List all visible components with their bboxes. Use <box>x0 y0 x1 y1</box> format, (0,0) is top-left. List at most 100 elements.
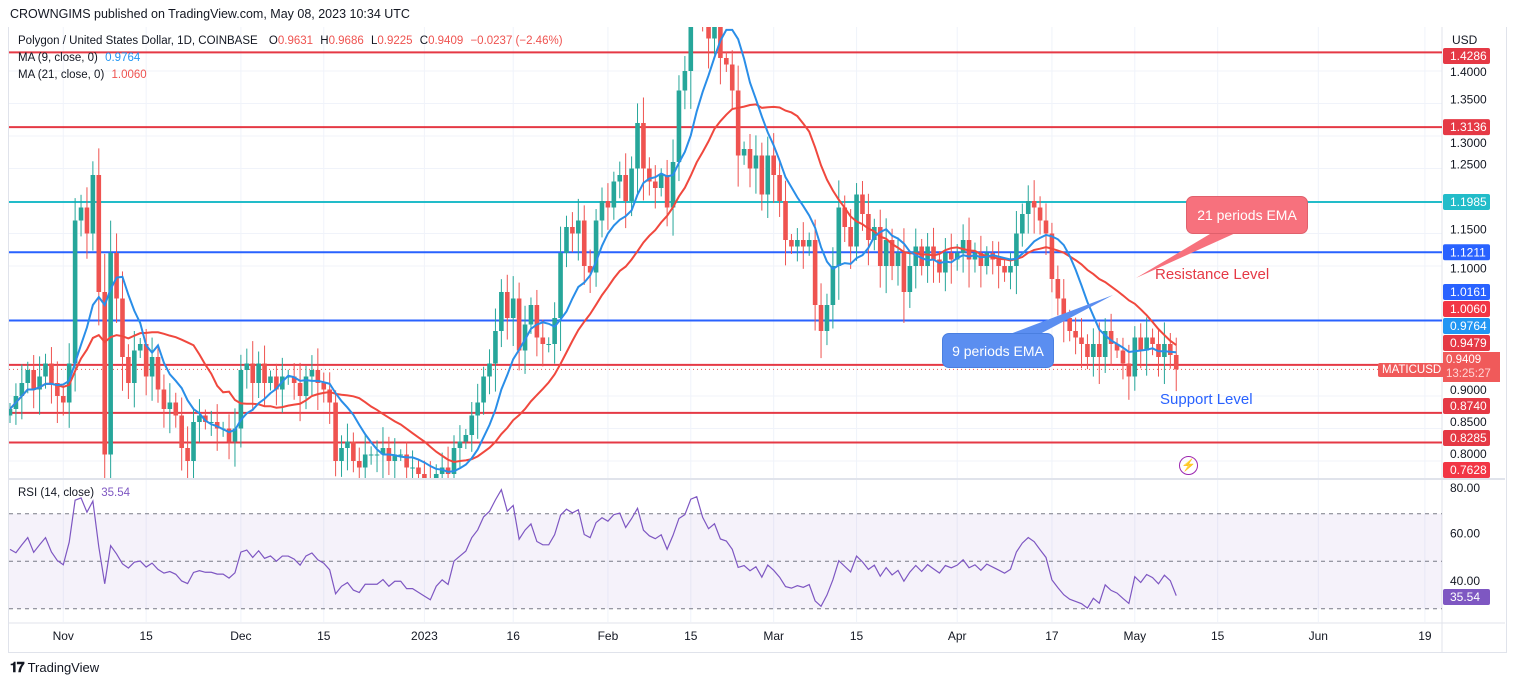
time-tick: Dec <box>230 629 251 643</box>
candle <box>806 232 812 256</box>
candle-body <box>31 370 36 390</box>
rsi-pane <box>9 488 1442 610</box>
time-tick: 16 <box>507 629 521 643</box>
candle <box>576 198 581 261</box>
ema9-callout[interactable]: 9 periods EMA <box>942 333 1054 368</box>
candle-body <box>392 454 398 461</box>
candle-body <box>1168 344 1173 355</box>
candle <box>670 139 676 236</box>
ema21-callout[interactable]: 21 periods EMA <box>1186 196 1308 234</box>
candle <box>611 171 617 220</box>
candle-body <box>445 467 451 474</box>
candle-body <box>250 363 256 383</box>
candle-body <box>238 370 244 429</box>
candle-body <box>664 175 670 208</box>
candle <box>818 283 824 359</box>
candle-body <box>771 155 776 175</box>
close-label: C <box>419 35 429 47</box>
level-badge: 1.4286 <box>1450 49 1487 63</box>
countdown: 13:25:27 <box>1446 368 1491 380</box>
resistance-label[interactable]: Resistance Level <box>1155 266 1270 283</box>
price-tick: 0.8500 <box>1450 415 1487 429</box>
candle-body <box>1049 233 1055 279</box>
candle-body <box>1150 337 1155 344</box>
candle-body <box>528 305 534 325</box>
candle <box>593 209 599 287</box>
candle <box>860 181 865 231</box>
candle-body <box>114 253 119 299</box>
candle <box>238 354 244 448</box>
candle <box>599 187 605 238</box>
candle <box>102 253 108 478</box>
lightning-icon[interactable]: ⚡ <box>1179 456 1198 475</box>
candle-body <box>996 259 1001 266</box>
candle <box>214 404 220 451</box>
candle <box>90 161 96 251</box>
candle <box>1126 344 1132 400</box>
candle-body <box>339 448 344 461</box>
candle <box>1120 337 1126 380</box>
candle-body <box>818 305 824 331</box>
support-label[interactable]: Support Level <box>1160 391 1253 408</box>
candle <box>635 103 640 193</box>
time-tick: 15 <box>684 629 698 643</box>
rsi-legend[interactable]: RSI (14, close) 35.54 <box>18 487 130 499</box>
candle-body <box>1025 201 1031 214</box>
candle <box>410 450 415 478</box>
candle-body <box>866 214 871 240</box>
candle <box>540 319 546 367</box>
candle <box>629 156 634 217</box>
candle-body <box>546 344 552 345</box>
candle <box>759 142 765 211</box>
candle-body <box>948 253 954 260</box>
candle-body <box>552 318 557 344</box>
candle-body <box>925 246 930 266</box>
time-tick: Nov <box>53 629 74 643</box>
level-badge-bg <box>1443 335 1490 351</box>
candle-body <box>564 227 569 253</box>
time-tick: May <box>1123 629 1146 643</box>
candle-body <box>1014 233 1019 266</box>
candle <box>72 198 78 392</box>
candle <box>1049 222 1055 293</box>
candle-body <box>510 298 516 318</box>
candle-body <box>1091 344 1096 357</box>
candle-body <box>1002 266 1007 273</box>
candle-body <box>883 240 889 266</box>
candle <box>433 464 439 478</box>
candle-body <box>1114 344 1120 351</box>
candle <box>84 187 90 259</box>
candle <box>274 363 279 406</box>
rsi-label: RSI (14, close) <box>18 487 95 499</box>
brand-name: TradingView <box>27 660 100 675</box>
ma9-legend[interactable]: MA (9, close, 0) 0.9764 <box>18 52 140 64</box>
candle <box>232 408 238 467</box>
candle-body <box>729 64 735 91</box>
footer[interactable]: 𝟏𝟕 TradingView <box>10 659 99 676</box>
indicator-badge: 0.9764 <box>1450 319 1487 333</box>
candle <box>741 141 747 165</box>
candle-body <box>132 350 137 383</box>
candle <box>534 289 540 357</box>
candle <box>795 228 800 262</box>
level-badge-bg <box>1443 48 1490 64</box>
candle-body <box>297 383 303 396</box>
ma21-legend[interactable]: MA (21, close, 0) 1.0060 <box>18 69 147 81</box>
candle <box>872 218 877 251</box>
candle <box>132 331 137 408</box>
candle-body <box>1102 331 1108 357</box>
candle-body <box>540 337 546 344</box>
candle-body <box>741 149 747 156</box>
last-price-badge: 0.9409 13:25:27 <box>1443 352 1500 382</box>
candle-body <box>812 240 818 305</box>
candle-body <box>889 240 895 266</box>
candle-body <box>593 220 599 273</box>
candle-body <box>1144 337 1149 351</box>
candle <box>120 271 125 391</box>
candle <box>943 238 948 292</box>
candle-body <box>842 207 848 227</box>
candle <box>55 361 60 424</box>
ema9-callout-pointer <box>1010 295 1113 334</box>
candle-body <box>55 383 60 396</box>
